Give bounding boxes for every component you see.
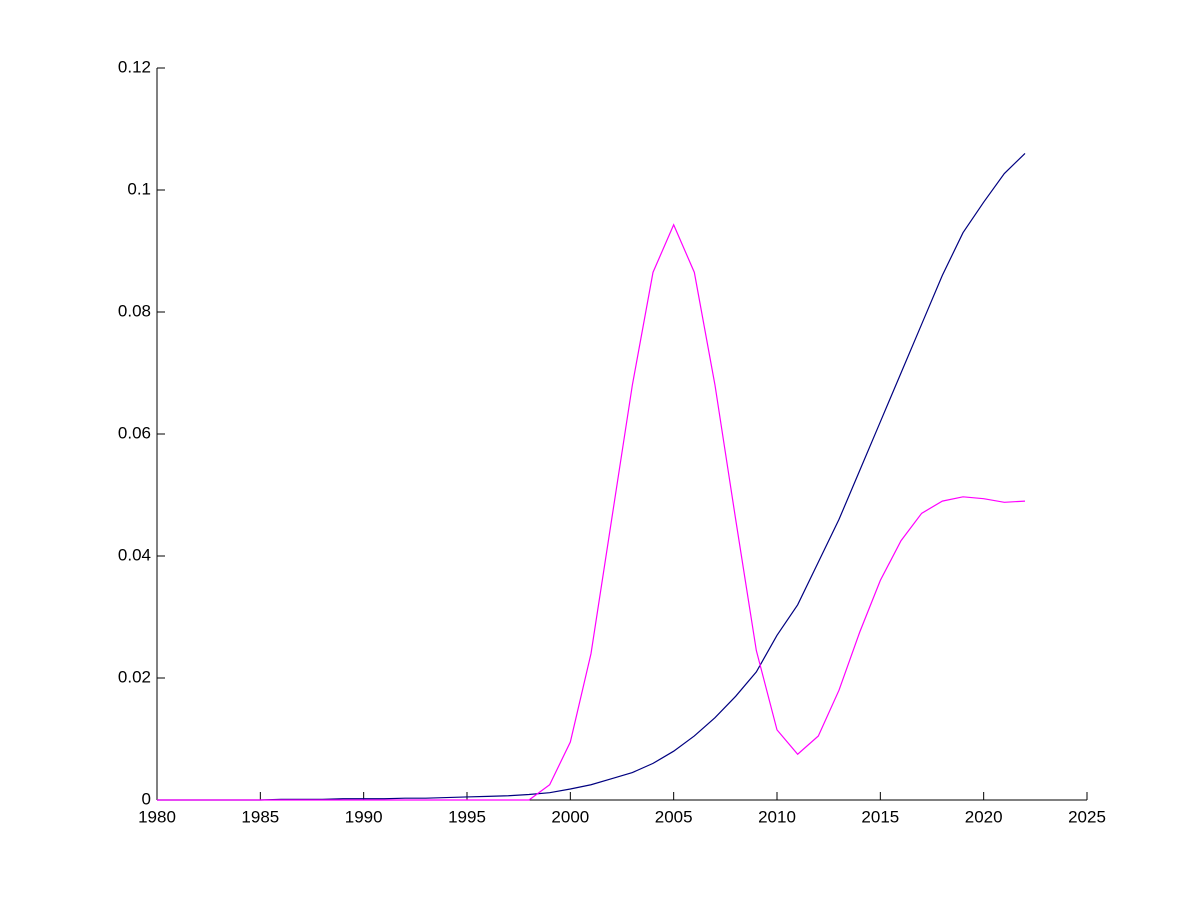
x-tick-label: 2020 xyxy=(965,807,1003,826)
y-tick-label: 0.04 xyxy=(118,545,151,564)
x-tick-label: 2010 xyxy=(758,807,796,826)
x-tick-label: 1990 xyxy=(345,807,383,826)
y-tick-label: 0.1 xyxy=(127,179,151,198)
line-series xyxy=(157,223,1026,801)
x-tick-label: 2025 xyxy=(1068,807,1106,826)
y-tick-label: 0.06 xyxy=(118,423,151,442)
x-tick-label: 2000 xyxy=(551,807,589,826)
y-tick-label: 0.08 xyxy=(118,301,151,320)
x-tick-label: 2005 xyxy=(655,807,693,826)
line-series xyxy=(157,152,1026,801)
y-tick-label: 0.12 xyxy=(118,57,151,76)
x-tick-label: 1980 xyxy=(138,807,176,826)
x-tick-label: 1995 xyxy=(448,807,486,826)
y-tick-label: 0 xyxy=(142,789,151,808)
x-tick-label: 1985 xyxy=(241,807,279,826)
y-tick-label: 0.02 xyxy=(118,667,151,686)
x-tick-label: 2015 xyxy=(861,807,899,826)
